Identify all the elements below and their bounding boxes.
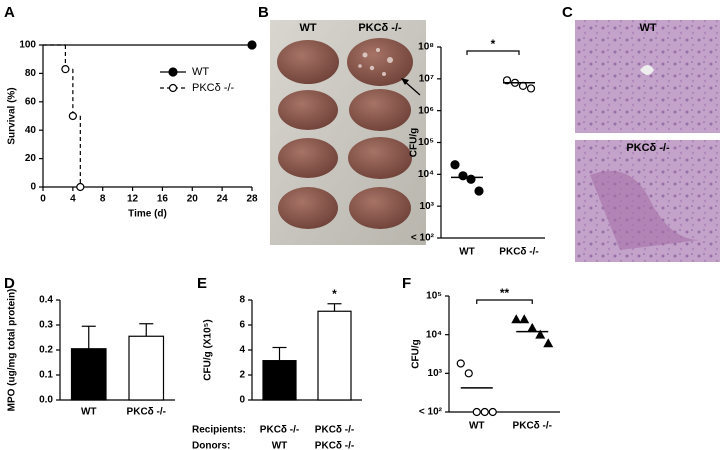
marker bbox=[61, 65, 70, 74]
marker bbox=[68, 111, 77, 121]
x-tick-label: WT bbox=[81, 407, 97, 418]
photo-label: PKCδ -/- bbox=[626, 142, 670, 154]
y-tick-label: 0.1 bbox=[39, 370, 53, 381]
x-tick-label: 0 bbox=[40, 194, 46, 205]
photo-label: PKCδ -/- bbox=[358, 22, 402, 34]
y-tick-label: 0.4 bbox=[39, 295, 53, 306]
x-tick-label: PKCδ -/- bbox=[127, 407, 166, 418]
y-tick-label: 0.0 bbox=[39, 395, 53, 406]
significance-label: ** bbox=[500, 286, 510, 300]
x-tick-label: WT bbox=[459, 247, 475, 258]
marker bbox=[168, 67, 178, 77]
y-tick-label: 4 bbox=[239, 345, 245, 356]
y-tick-label: 8 bbox=[239, 295, 245, 306]
x-tick-label: 28 bbox=[246, 194, 258, 205]
panel-label: E bbox=[197, 275, 207, 292]
x-tick-label: WT bbox=[469, 421, 485, 432]
x-tick-label: 12 bbox=[127, 194, 139, 205]
bar bbox=[317, 310, 352, 401]
x-tick-label: PKCδ -/- bbox=[315, 425, 354, 436]
x-tick-label: 20 bbox=[187, 194, 199, 205]
marker bbox=[543, 338, 554, 348]
y-tick-label: 100 bbox=[19, 40, 36, 51]
marker bbox=[458, 171, 468, 181]
x-tick-label: PKCδ -/- bbox=[499, 247, 538, 258]
panel-label: C bbox=[562, 4, 573, 21]
y-tick-label: 80 bbox=[25, 68, 37, 79]
marker bbox=[450, 160, 460, 170]
marker bbox=[502, 76, 512, 85]
marker bbox=[456, 359, 465, 368]
bar bbox=[262, 360, 297, 401]
y-tick-label: < 10² bbox=[411, 233, 435, 244]
bar bbox=[70, 348, 107, 401]
x-tick-label: 8 bbox=[100, 194, 106, 205]
marker bbox=[511, 314, 522, 324]
y-tick-label: 2 bbox=[239, 370, 245, 381]
y-tick-label: 6 bbox=[239, 320, 245, 331]
y-tick-label: 10⁵ bbox=[418, 137, 434, 148]
x-axis-label: Time (d) bbox=[128, 209, 167, 220]
y-tick-label: 0.3 bbox=[39, 320, 53, 331]
y-axis-label: MPO (ug/mg total protein) bbox=[7, 289, 18, 412]
marker bbox=[474, 186, 484, 196]
y-tick-label: 10⁴ bbox=[426, 329, 442, 340]
x-tick-label: PKCδ -/- bbox=[315, 441, 354, 450]
y-tick-label: 20 bbox=[25, 153, 37, 164]
significance-label: * bbox=[332, 287, 337, 301]
significance-bracket bbox=[476, 299, 533, 304]
marker bbox=[526, 84, 536, 93]
y-tick-label: 0.2 bbox=[39, 345, 53, 356]
marker bbox=[76, 182, 85, 192]
y-tick-label: 10⁴ bbox=[418, 169, 434, 180]
kidney-photo bbox=[270, 20, 426, 245]
x-tick-label: 4 bbox=[70, 194, 76, 205]
marker bbox=[472, 407, 481, 417]
marker bbox=[466, 174, 476, 184]
row-label: Donors: bbox=[192, 441, 230, 450]
y-tick-label: 10⁶ bbox=[418, 105, 434, 116]
legend-label: WT bbox=[192, 66, 209, 78]
panel-label: A bbox=[4, 4, 15, 21]
row-label: Recipients: bbox=[192, 425, 246, 436]
x-tick-label: 24 bbox=[217, 194, 229, 205]
marker bbox=[527, 322, 538, 332]
x-tick-label: PKCδ -/- bbox=[260, 425, 299, 436]
y-axis-label: CFU/g bbox=[411, 339, 422, 368]
marker bbox=[535, 329, 546, 339]
marker bbox=[168, 83, 178, 93]
y-tick-label: 10⁷ bbox=[419, 73, 434, 84]
x-tick-label: WT bbox=[272, 441, 288, 450]
legend-label: PKCδ -/- bbox=[192, 82, 235, 94]
y-tick-label: 40 bbox=[25, 125, 37, 136]
panel-label: B bbox=[258, 4, 269, 21]
y-tick-label: < 10² bbox=[419, 407, 443, 418]
y-axis-label: CFU/g (X10⁵) bbox=[203, 319, 214, 380]
y-tick-label: 60 bbox=[25, 96, 37, 107]
photo-label: WT bbox=[639, 22, 656, 34]
x-tick-label: 16 bbox=[157, 194, 169, 205]
y-axis-label: Survival (%) bbox=[7, 87, 18, 144]
y-axis-label: CFU/g bbox=[409, 128, 420, 157]
photo-label: WT bbox=[299, 22, 316, 34]
y-tick-label: 0 bbox=[30, 182, 36, 193]
x-tick-label: PKCδ -/- bbox=[513, 421, 552, 432]
marker bbox=[519, 314, 530, 324]
marker bbox=[247, 40, 257, 50]
marker bbox=[480, 407, 489, 417]
y-tick-label: 10³ bbox=[428, 368, 443, 379]
marker bbox=[488, 407, 497, 417]
y-tick-label: 0 bbox=[239, 395, 245, 406]
marker bbox=[464, 369, 473, 378]
bar bbox=[128, 335, 165, 401]
significance-bracket bbox=[466, 50, 520, 55]
panel-label: F bbox=[402, 275, 411, 292]
y-tick-label: 10⁵ bbox=[426, 291, 442, 302]
panel-label: D bbox=[4, 275, 15, 292]
significance-label: * bbox=[491, 37, 496, 51]
y-tick-label: 10⁸ bbox=[418, 42, 434, 53]
y-tick-label: 10³ bbox=[420, 201, 435, 212]
histology-images bbox=[575, 20, 720, 262]
